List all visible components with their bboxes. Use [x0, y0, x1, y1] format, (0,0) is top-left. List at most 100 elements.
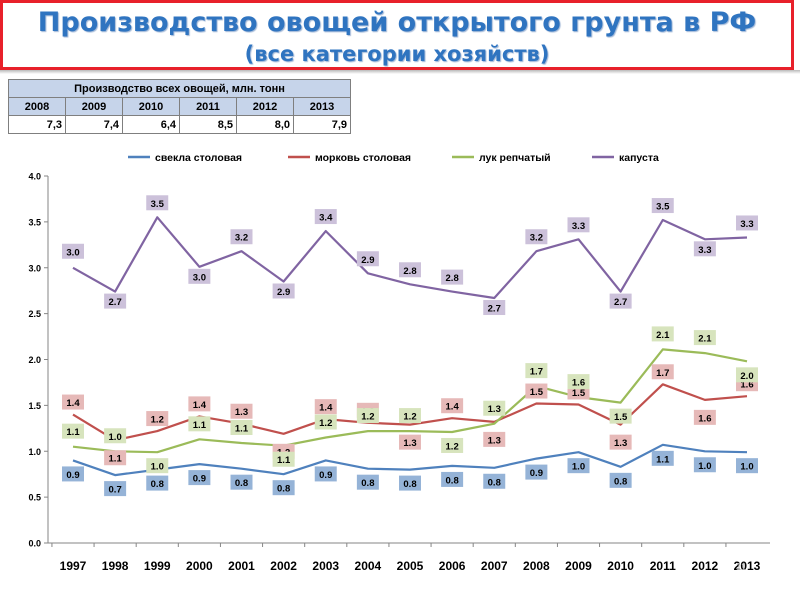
data-label-box [62, 394, 84, 410]
data-label-box [230, 229, 253, 245]
data-label-box [188, 470, 211, 486]
x-tick-label: 2006 [439, 559, 466, 573]
data-label-box [567, 458, 590, 474]
table-value-cell: 7,9 [293, 115, 351, 134]
data-label-box [525, 383, 548, 399]
data-label: 1.1 [277, 455, 291, 466]
data-label: 1.5 [530, 387, 544, 398]
data-label-box [146, 475, 169, 491]
data-label-box [483, 400, 506, 416]
table-years-row: 2008 2009 2010 2011 2012 2013 [8, 97, 351, 116]
data-label: 1.6 [572, 378, 585, 389]
data-label: 3.0 [66, 247, 79, 258]
y-tick-label: 0.5 [28, 493, 41, 503]
y-tick-label: 0.0 [28, 539, 41, 549]
data-label-box [736, 367, 758, 383]
data-label: 3.5 [151, 199, 165, 210]
data-label-box [736, 215, 758, 231]
title-shadow [0, 70, 800, 74]
data-label-box [104, 428, 127, 444]
data-label: 1.6 [740, 380, 753, 391]
data-label: 1.7 [656, 368, 669, 379]
data-label-box [525, 464, 548, 480]
data-label-box [272, 451, 295, 467]
table-values-row: 7,3 7,4 6,4 8,5 8,0 7,9 [8, 115, 351, 134]
data-label-box [441, 398, 464, 414]
y-tick-label: 1.5 [28, 401, 41, 411]
y-tick-label: 1.0 [28, 447, 41, 457]
x-tick-label: 2001 [228, 559, 255, 573]
table-year-cell: 2008 [8, 97, 66, 116]
data-label: 1.3 [403, 438, 416, 449]
data-label: 2.7 [614, 297, 627, 308]
data-label: 3.3 [698, 245, 711, 256]
table-year-cell: 2013 [293, 97, 351, 116]
data-label-box [188, 396, 211, 412]
table-header: Производство всех овощей, млн. тонн [8, 79, 351, 98]
data-label-box [483, 300, 506, 316]
data-label: 3.4 [319, 213, 333, 224]
data-label: 3.2 [235, 233, 248, 244]
data-label: 2.8 [403, 266, 416, 277]
data-label: 1.4 [446, 402, 460, 413]
data-label-box [146, 195, 169, 211]
data-label: 2.9 [361, 255, 374, 266]
data-label: 1.1 [193, 420, 207, 431]
data-label-box [736, 458, 758, 474]
data-label: 1.4 [319, 403, 333, 414]
legend-label: свекла столовая [155, 152, 242, 164]
table-value-cell: 7,4 [65, 115, 123, 134]
x-tick-label: 2012 [692, 559, 719, 573]
data-label: 1.3 [488, 435, 501, 446]
data-label-box [230, 403, 253, 419]
y-tick-label: 2.5 [28, 309, 41, 319]
data-label-box [609, 293, 632, 309]
data-label: 2.7 [488, 304, 501, 315]
table-year-cell: 2010 [122, 97, 180, 116]
y-tick-label: 3.5 [28, 217, 41, 227]
x-tick-label: 2003 [312, 559, 339, 573]
data-label: 1.2 [151, 415, 164, 426]
title-banner: Производство овощей открытого грунта в Р… [0, 0, 794, 70]
data-label: 1.2 [446, 441, 459, 452]
page-number: 11 [736, 562, 747, 573]
data-label: 0.9 [319, 470, 332, 481]
data-label-box [651, 198, 674, 214]
data-label-box [693, 330, 716, 346]
data-label-box [188, 416, 211, 432]
data-label: 1.6 [698, 413, 711, 424]
data-label-box [441, 471, 464, 487]
x-tick-label: 1999 [144, 559, 171, 573]
data-label: 1.4 [193, 400, 207, 411]
data-label: 1.3 [488, 404, 501, 415]
data-label-box [525, 229, 548, 245]
data-label: 0.8 [151, 479, 164, 490]
data-label-box [314, 466, 337, 482]
x-tick-label: 1997 [60, 559, 87, 573]
x-tick-label: 2002 [270, 559, 297, 573]
data-label: 1.1 [109, 454, 123, 465]
data-label-box [272, 283, 295, 299]
data-label: 3.2 [530, 233, 543, 244]
data-label: 1.0 [740, 462, 753, 473]
data-label: 0.9 [530, 468, 543, 479]
data-label-box [399, 262, 421, 278]
data-label: 1.3 [614, 438, 627, 449]
data-label-box [567, 374, 590, 390]
data-label-box [104, 293, 127, 309]
data-label-box [609, 408, 632, 424]
data-label: 2.7 [109, 297, 122, 308]
data-label-box [399, 408, 421, 424]
data-label-box [272, 480, 295, 496]
data-label-box [314, 414, 337, 430]
data-label-box [693, 241, 716, 257]
data-label-box [609, 434, 632, 450]
y-tick-label: 4.0 [28, 172, 41, 182]
data-label-box [651, 364, 674, 380]
legend-label: морковь столовая [315, 152, 411, 164]
data-label: 0.7 [109, 485, 122, 496]
data-label-box [441, 269, 464, 285]
data-label: 1.2 [403, 412, 416, 423]
data-label-box [146, 458, 169, 474]
table-value-cell: 7,3 [8, 115, 66, 134]
